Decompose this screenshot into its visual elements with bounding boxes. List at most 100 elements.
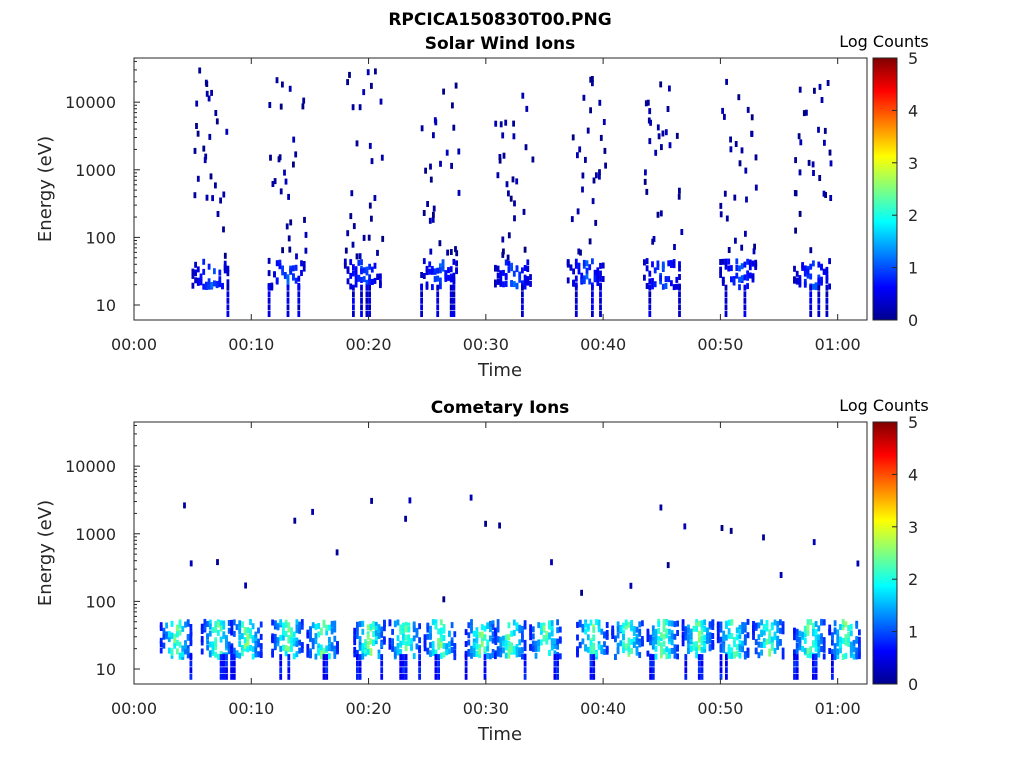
- heatmap-cell: [523, 639, 527, 646]
- heatmap-cell: [295, 253, 298, 260]
- heatmap-cell: [664, 129, 668, 136]
- heatmap-cell: [660, 642, 663, 649]
- heatmap-cell: [230, 660, 233, 667]
- heatmap-cell: [706, 632, 709, 639]
- heatmap-cell: [434, 667, 438, 674]
- heatmap-cell: [678, 297, 681, 304]
- heatmap-cell: [523, 283, 527, 290]
- heatmap-cell: [176, 639, 179, 646]
- heatmap-cell: [303, 216, 306, 223]
- heatmap-cell: [186, 652, 190, 659]
- heatmap-cell: [727, 265, 731, 272]
- heatmap-cell: [373, 277, 377, 284]
- heatmap-cell: [550, 639, 554, 646]
- heatmap-cell: [214, 182, 217, 189]
- heatmap-cell: [687, 627, 690, 634]
- heatmap-cell: [596, 280, 600, 286]
- heatmap-cell: [374, 68, 377, 75]
- heatmap-cell: [770, 642, 774, 649]
- heatmap-cell: [677, 193, 681, 200]
- solar-wind-xlabel: Time: [477, 360, 522, 381]
- heatmap-cell: [286, 281, 290, 288]
- heatmap-cell: [746, 618, 750, 625]
- heatmap-cell: [434, 654, 438, 661]
- heatmap-cell: [744, 167, 748, 174]
- heatmap-cell: [238, 620, 242, 627]
- heatmap-cell: [507, 266, 511, 273]
- heatmap-cell: [831, 633, 834, 640]
- heatmap-cell: [651, 283, 654, 290]
- heatmap-cell: [635, 637, 639, 644]
- heatmap-cell: [353, 651, 357, 658]
- heatmap-cell: [300, 270, 303, 276]
- heatmap-cell: [648, 284, 652, 291]
- heatmap-cell: [278, 154, 282, 161]
- heatmap-cell: [662, 648, 666, 655]
- heatmap-cell: [725, 215, 729, 222]
- heatmap-cell: [574, 262, 578, 269]
- heatmap-cell: [352, 297, 355, 304]
- heatmap-cell: [294, 277, 298, 284]
- heatmap-cell: [402, 629, 405, 636]
- heatmap-cell: [725, 673, 728, 680]
- heatmap-cell: [592, 660, 596, 667]
- heatmap-cell: [344, 247, 348, 254]
- heatmap-cell: [743, 311, 747, 317]
- heatmap-cell: [656, 211, 660, 218]
- heatmap-cell: [676, 620, 679, 627]
- heatmap-cell: [641, 620, 644, 627]
- heatmap-cell: [729, 146, 733, 153]
- heatmap-cell: [593, 269, 597, 276]
- heatmap-cell: [418, 647, 421, 654]
- heatmap-cell: [314, 623, 318, 630]
- heatmap-cell: [553, 643, 557, 649]
- heatmap-cell: [225, 635, 228, 642]
- heatmap-cell: [817, 640, 821, 647]
- heatmap-cell: [287, 622, 291, 629]
- heatmap-cell: [290, 637, 293, 644]
- heatmap-cell: [457, 189, 461, 196]
- heatmap-cell: [439, 283, 442, 290]
- heatmap-cell: [343, 262, 347, 269]
- heatmap-cell: [333, 645, 337, 652]
- heatmap-cell: [512, 281, 516, 288]
- heatmap-cell: [593, 275, 597, 282]
- heatmap-cell: [483, 634, 487, 641]
- heatmap-cell: [649, 673, 652, 680]
- heatmap-cell: [422, 210, 426, 216]
- heatmap-cell: [415, 627, 419, 634]
- heatmap-cell: [333, 649, 337, 656]
- heatmap-cell: [599, 297, 602, 304]
- heatmap-cell: [439, 636, 443, 643]
- heatmap-cell: [572, 268, 575, 275]
- heatmap-cell: [716, 625, 720, 632]
- heatmap-cell: [215, 118, 219, 125]
- heatmap-cell: [809, 247, 813, 254]
- heatmap-cell: [556, 673, 559, 680]
- heatmap-cell: [358, 660, 362, 667]
- heatmap-cell: [399, 628, 403, 635]
- heatmap-cell: [210, 89, 213, 96]
- heatmap-cell: [370, 497, 373, 504]
- heatmap-cell: [762, 642, 766, 648]
- heatmap-cell: [205, 194, 209, 201]
- heatmap-cell: [743, 291, 747, 298]
- y-tick-label: 10: [96, 660, 116, 679]
- heatmap-cell: [510, 642, 513, 649]
- heatmap-cell: [219, 673, 223, 680]
- heatmap-cell: [483, 646, 487, 653]
- heatmap-cell: [478, 652, 481, 659]
- heatmap-cell: [803, 281, 807, 288]
- heatmap-cell: [638, 652, 642, 658]
- heatmap-cell: [719, 643, 723, 650]
- heatmap-cell: [614, 653, 617, 660]
- heatmap-cell: [807, 159, 811, 166]
- heatmap-cell: [700, 629, 704, 636]
- heatmap-cell: [665, 628, 669, 635]
- heatmap-cell: [300, 260, 303, 267]
- heatmap-cell: [537, 622, 541, 629]
- heatmap-cell: [801, 262, 804, 269]
- heatmap-cell: [254, 651, 258, 658]
- heatmap-cell: [322, 654, 326, 661]
- heatmap-cell: [297, 284, 301, 291]
